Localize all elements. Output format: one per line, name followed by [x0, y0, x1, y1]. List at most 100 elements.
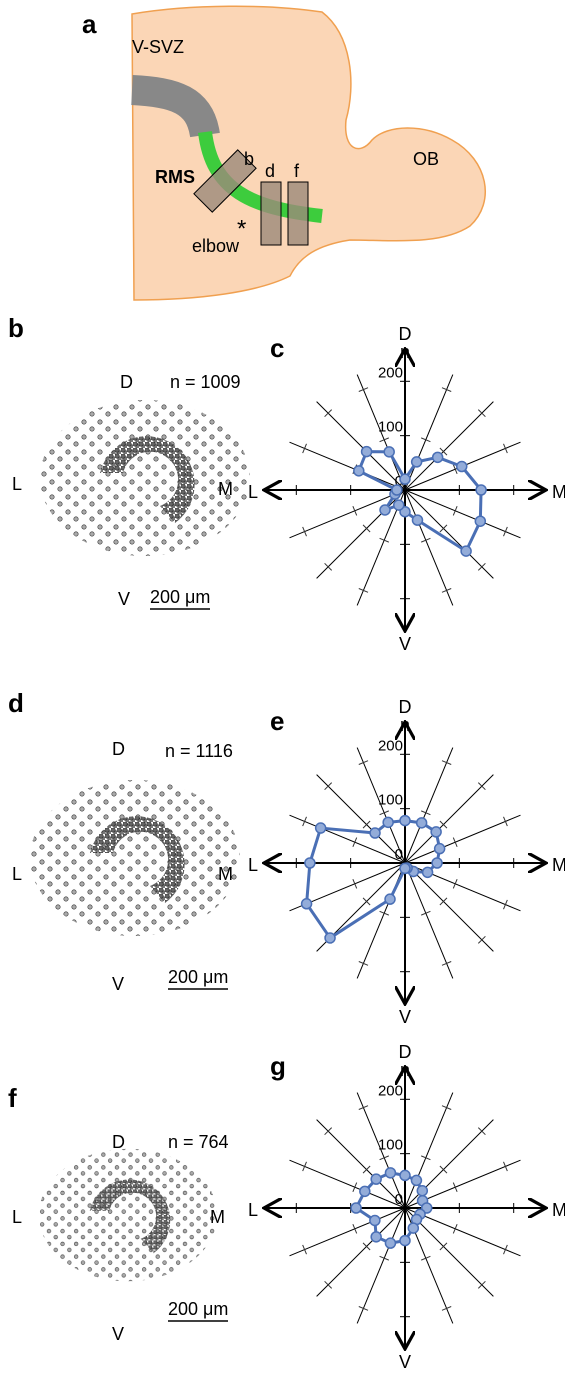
tick-mark — [302, 1161, 307, 1172]
spoke — [356, 1092, 406, 1209]
axis-label: V — [112, 974, 124, 994]
spoke — [404, 774, 494, 864]
tick-mark — [324, 409, 333, 418]
panel-label: e — [270, 706, 284, 736]
brain-outline — [131, 5, 486, 301]
radar-chart: e 0 100 200 nD V L M — [248, 697, 565, 1027]
tick-mark — [441, 387, 452, 392]
spoke — [289, 1159, 406, 1209]
spoke — [356, 747, 406, 864]
tick-mark — [477, 1280, 486, 1289]
label: * — [237, 215, 246, 242]
r-tick-label: 200 — [378, 364, 403, 381]
tick-mark — [420, 437, 431, 443]
tick-mark — [441, 588, 452, 593]
axis-label: V — [399, 634, 411, 654]
tick-mark — [452, 1223, 458, 1234]
r-tick-label: 0 — [395, 1191, 403, 1208]
spoke — [356, 1207, 406, 1324]
spoke — [289, 489, 406, 539]
axis-label: M — [552, 855, 565, 875]
axis-label: L — [248, 482, 258, 502]
tick-mark — [441, 1306, 452, 1311]
axis-label: D — [112, 1132, 125, 1152]
radar-chart: g 0 100 200 nD V L M — [248, 1042, 565, 1372]
tick-mark — [362, 1242, 371, 1251]
tick-mark — [503, 526, 508, 537]
radar-point — [370, 1173, 382, 1185]
tick-mark — [324, 782, 333, 791]
tick-mark — [439, 447, 448, 456]
tick-mark — [503, 1244, 508, 1255]
panel-label: d — [8, 688, 24, 718]
panel-label: f — [8, 1083, 17, 1113]
r-tick-label: 100 — [378, 419, 403, 436]
tick-mark — [420, 1255, 431, 1261]
tick-mark — [352, 1223, 358, 1234]
vsvz-band — [131, 75, 220, 138]
axis-label: L — [248, 855, 258, 875]
radar-point — [379, 504, 391, 516]
axis-label: D — [399, 324, 412, 344]
scale-bar-label: 200 μm — [150, 587, 210, 607]
section-box — [260, 181, 282, 246]
tick-mark — [324, 1127, 333, 1136]
label: d — [265, 161, 275, 181]
radar-point — [430, 826, 442, 838]
radar-point — [382, 816, 394, 829]
axis-label: V — [112, 1324, 124, 1344]
tick-mark — [379, 910, 390, 916]
tick-mark — [358, 1306, 369, 1311]
radar-point — [384, 1167, 397, 1179]
tick-mark — [420, 537, 431, 543]
spoke — [404, 489, 494, 579]
axis-label: D — [399, 1042, 412, 1062]
radar-chart: c 0 100 200 nD V L M — [248, 324, 565, 654]
tick-mark — [439, 897, 448, 906]
label: b — [244, 149, 254, 169]
tick-mark — [441, 760, 452, 765]
radar-point — [304, 857, 316, 869]
axis-label: D — [399, 697, 412, 717]
radar-point — [399, 862, 411, 875]
tick-mark — [452, 464, 458, 475]
scale-bar-label: 200 μm — [168, 1299, 228, 1319]
tick-mark — [439, 1165, 448, 1174]
r-tick-label: 100 — [378, 792, 403, 809]
radial-label: n — [400, 715, 410, 735]
tick-mark — [362, 820, 371, 829]
tick-mark — [503, 443, 508, 454]
spoke — [316, 1119, 406, 1209]
radar-point — [410, 1174, 423, 1187]
axis-label: V — [399, 1007, 411, 1027]
radar-point — [300, 898, 313, 910]
tick-mark — [362, 1165, 371, 1174]
r-tick-label: 200 — [378, 737, 403, 754]
r-tick-label: 100 — [378, 1137, 403, 1154]
panel-a: a V-SVZ RMS OB elbow * b d f — [82, 5, 486, 301]
radar-point — [384, 1237, 397, 1249]
radar-point — [410, 456, 423, 468]
r-tick-label: 0 — [395, 846, 403, 863]
spoke — [404, 489, 521, 539]
radial-label: n — [400, 342, 410, 362]
radar-point — [360, 445, 373, 458]
tick-mark — [362, 524, 371, 533]
tick-mark — [379, 1255, 390, 1261]
tick-mark — [452, 878, 458, 889]
axis-label: M — [218, 864, 233, 884]
spoke — [316, 1207, 406, 1297]
cell-cloud — [30, 780, 240, 936]
spoke — [316, 489, 406, 579]
tick-mark — [302, 816, 307, 827]
tick-mark — [352, 1182, 358, 1193]
scatter-panel: d D n = 1116 L M V 200 μm — [8, 688, 240, 994]
tick-mark — [439, 820, 448, 829]
spoke — [404, 862, 454, 979]
radar-point — [399, 814, 411, 827]
axis-label: D — [112, 739, 125, 759]
tick-mark — [452, 505, 458, 516]
cell-count: n = 1009 — [170, 372, 241, 392]
cell-count: n = 764 — [168, 1132, 229, 1152]
